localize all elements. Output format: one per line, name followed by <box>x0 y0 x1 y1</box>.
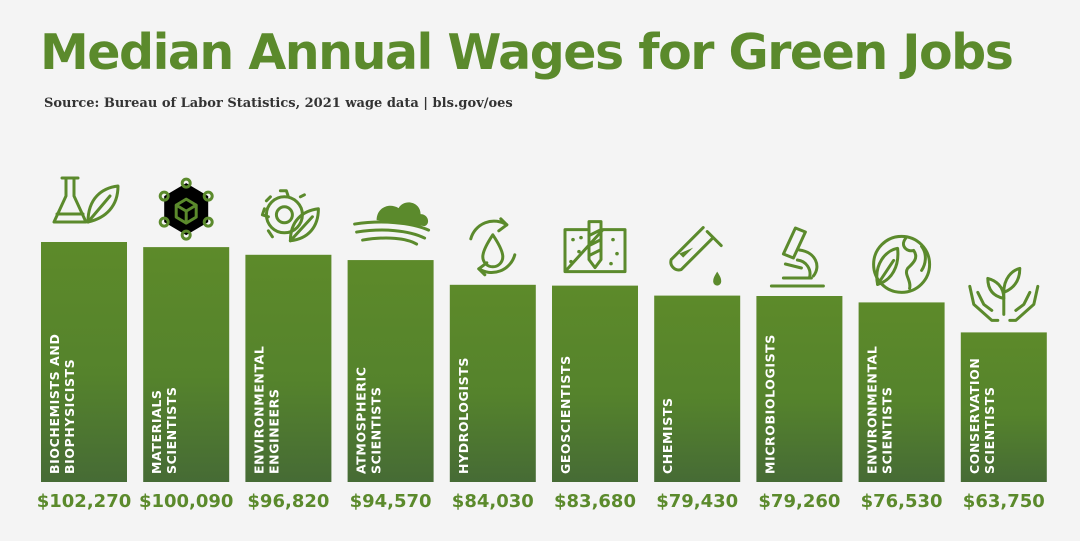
category-label: SCIENTISTS <box>880 386 895 474</box>
value-label: $83,680 <box>554 491 636 512</box>
hands-plant-icon <box>968 266 1040 322</box>
value-label: $76,530 <box>861 491 943 512</box>
bar <box>756 295 843 482</box>
bar <box>858 302 945 482</box>
category-label: GEOSCIENTISTS <box>558 355 573 474</box>
category-label: MATERIALS <box>149 389 164 474</box>
value-label: $96,820 <box>247 491 329 512</box>
icons-group <box>52 176 1040 322</box>
bar <box>552 285 638 482</box>
globe-leaf-icon <box>872 234 932 294</box>
category-label: MICROBIOLOGISTS <box>762 334 777 474</box>
bar <box>143 247 230 482</box>
category-label: CONSERVATION <box>967 358 982 474</box>
value-label: $79,430 <box>656 491 738 512</box>
bar <box>960 332 1047 482</box>
value-label: $100,090 <box>139 491 234 512</box>
value-label: $63,750 <box>963 491 1045 512</box>
gear-leaf-icon <box>260 189 320 243</box>
bars-group: BIOCHEMISTS AND BIOPHYSICISTS $102,270 MATE… <box>37 242 1047 512</box>
category-label: ATMOSPHERIC <box>354 366 369 474</box>
microscope-icon <box>769 226 825 288</box>
cloud-wind-icon <box>353 202 431 246</box>
bar <box>449 284 536 482</box>
category-label: ENGINEERS <box>266 389 281 474</box>
category-label: CHEMISTS <box>660 397 675 474</box>
test-tube-icon <box>669 226 723 286</box>
molecule-cube-icon <box>158 177 214 241</box>
category-label: ENVIRONMENTAL <box>865 346 880 474</box>
water-cycle-icon <box>469 217 517 277</box>
bar <box>654 295 741 482</box>
category-label: SCIENTISTS <box>982 386 997 474</box>
value-label: $102,270 <box>37 491 132 512</box>
category-label: SCIENTISTS <box>369 386 384 474</box>
soil-drill-icon <box>563 220 627 274</box>
value-label: $79,260 <box>758 491 840 512</box>
chart-subtitle: Source: Bureau of Labor Statistics, 2021… <box>44 96 513 111</box>
flask-leaf-icon <box>52 176 120 224</box>
category-label: HYDROLOGISTS <box>456 357 471 474</box>
category-label: BIOPHYSICISTS <box>62 359 77 474</box>
category-label: ENVIRONMENTAL <box>251 346 266 474</box>
chart-title: Median Annual Wages for Green Jobs <box>40 24 1014 81</box>
bar <box>41 242 127 482</box>
category-label: BIOCHEMISTS AND <box>47 334 62 474</box>
value-label: $94,570 <box>350 491 432 512</box>
value-label: $84,030 <box>452 491 534 512</box>
bar <box>347 260 434 482</box>
bar <box>245 254 332 482</box>
category-label: SCIENTISTS <box>164 386 179 474</box>
